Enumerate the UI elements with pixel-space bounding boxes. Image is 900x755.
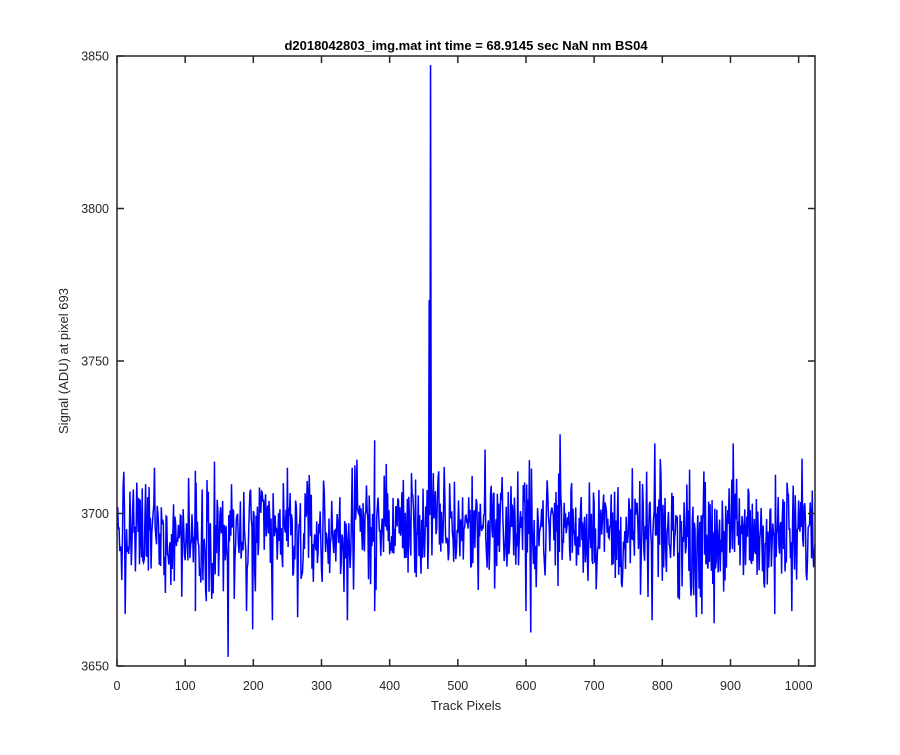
x-tick-label: 300 — [311, 679, 332, 693]
x-tick-label: 800 — [652, 679, 673, 693]
y-tick-label: 3850 — [81, 50, 109, 64]
y-axis-title: Signal (ADU) at pixel 693 — [56, 288, 71, 434]
plot-area — [117, 56, 815, 666]
y-tick-label: 3800 — [81, 202, 109, 216]
x-tick-label: 100 — [175, 679, 196, 693]
x-tick-label: 1000 — [785, 679, 813, 693]
y-tick-label: 3750 — [81, 355, 109, 369]
x-tick-label: 400 — [379, 679, 400, 693]
x-tick-label: 500 — [447, 679, 468, 693]
chart-title: d2018042803_img.mat int time = 68.9145 s… — [284, 38, 648, 53]
x-tick-label: 600 — [516, 679, 537, 693]
y-tick-label: 3700 — [81, 507, 109, 521]
y-tick-label: 3650 — [81, 660, 109, 674]
series-layer — [116, 65, 816, 657]
x-axis-title: Track Pixels — [431, 698, 502, 713]
series-line — [116, 65, 816, 657]
x-tick-label: 700 — [584, 679, 605, 693]
x-tick-label: 900 — [720, 679, 741, 693]
x-tick-label: 200 — [243, 679, 264, 693]
axes-layer: 0 100 200 300 400 500 600 700 800 900 1000 3650 3700… — [81, 50, 816, 693]
x-tick-label: 0 — [114, 679, 121, 693]
